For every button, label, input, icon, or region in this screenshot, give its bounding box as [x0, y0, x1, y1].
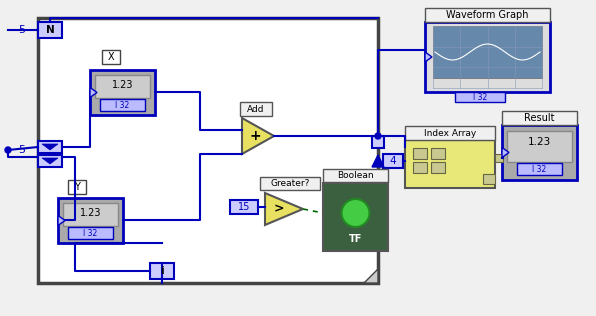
- Bar: [413, 148, 427, 159]
- Polygon shape: [58, 216, 65, 226]
- Text: TF: TF: [349, 234, 362, 244]
- Text: 15: 15: [238, 202, 250, 212]
- Text: Waveform Graph: Waveform Graph: [446, 10, 529, 20]
- Bar: [323, 183, 388, 251]
- Text: Result: Result: [524, 113, 555, 123]
- Bar: [240, 102, 272, 116]
- Text: Index Array: Index Array: [424, 129, 476, 137]
- Bar: [38, 141, 62, 153]
- Bar: [38, 22, 62, 38]
- Text: +: +: [249, 129, 261, 143]
- Polygon shape: [372, 155, 384, 167]
- Text: 4: 4: [390, 156, 396, 166]
- Bar: [483, 174, 495, 184]
- Polygon shape: [90, 88, 97, 98]
- Text: 5: 5: [18, 145, 26, 155]
- Bar: [405, 126, 495, 140]
- Text: 5: 5: [18, 25, 26, 35]
- Bar: [502, 125, 577, 180]
- Polygon shape: [42, 144, 58, 150]
- Bar: [372, 136, 384, 148]
- Text: 1.23: 1.23: [80, 208, 101, 218]
- Polygon shape: [364, 269, 378, 283]
- Text: Boolean: Boolean: [337, 171, 374, 179]
- Bar: [58, 198, 123, 243]
- Bar: [517, 163, 562, 175]
- Bar: [102, 50, 120, 64]
- Circle shape: [5, 147, 11, 153]
- Text: Y: Y: [74, 182, 80, 192]
- Bar: [507, 131, 572, 162]
- Bar: [68, 180, 86, 194]
- Text: I 32: I 32: [532, 165, 547, 173]
- Text: N: N: [46, 25, 54, 35]
- Text: i: i: [160, 266, 164, 276]
- Text: >: >: [274, 203, 284, 216]
- Polygon shape: [242, 118, 274, 154]
- Text: Add: Add: [247, 105, 265, 113]
- Bar: [431, 148, 445, 159]
- Bar: [455, 92, 505, 102]
- Bar: [100, 99, 145, 111]
- Bar: [323, 169, 388, 182]
- Bar: [260, 177, 320, 190]
- Polygon shape: [502, 148, 509, 157]
- Bar: [90, 70, 155, 115]
- Bar: [383, 154, 403, 168]
- Text: I 32: I 32: [83, 228, 98, 238]
- Circle shape: [342, 199, 370, 227]
- Bar: [431, 162, 445, 173]
- Bar: [425, 8, 550, 22]
- Bar: [38, 155, 62, 167]
- Bar: [150, 263, 174, 279]
- Bar: [502, 111, 577, 125]
- Bar: [425, 22, 550, 92]
- Bar: [405, 140, 495, 188]
- Text: 1.23: 1.23: [528, 137, 551, 147]
- Bar: [495, 154, 503, 162]
- Text: X: X: [108, 52, 114, 62]
- Text: I 32: I 32: [473, 93, 487, 101]
- Polygon shape: [42, 158, 58, 164]
- Text: I 32: I 32: [116, 100, 129, 110]
- Circle shape: [375, 133, 381, 139]
- Text: Greater?: Greater?: [271, 179, 310, 187]
- Polygon shape: [425, 52, 432, 62]
- Text: 1.23: 1.23: [112, 80, 134, 90]
- Polygon shape: [265, 193, 303, 225]
- Bar: [433, 26, 542, 78]
- Bar: [68, 227, 113, 239]
- Bar: [413, 162, 427, 173]
- Bar: [63, 203, 118, 226]
- Bar: [95, 75, 150, 98]
- Bar: [230, 200, 258, 214]
- Bar: [38, 18, 378, 283]
